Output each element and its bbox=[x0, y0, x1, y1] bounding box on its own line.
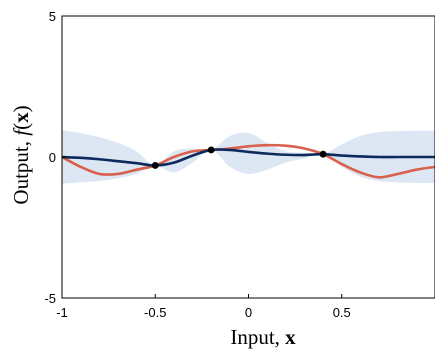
mean-series-line bbox=[61, 148, 435, 167]
x-tick-label: 0 bbox=[245, 305, 252, 320]
axis-ticks: -1 -0.5 0 0.5 -5 0 5 bbox=[44, 9, 350, 320]
observation-point bbox=[319, 150, 327, 158]
x-tick-label: 0.5 bbox=[333, 305, 351, 320]
y-tick-label: 0 bbox=[49, 150, 56, 165]
x-axis-label: Input, x bbox=[230, 325, 296, 349]
y-tick-label: 5 bbox=[49, 9, 56, 24]
observation-point bbox=[207, 146, 215, 154]
confidence-band bbox=[62, 130, 435, 184]
plot-area bbox=[61, 130, 435, 184]
sample-series-line bbox=[61, 143, 435, 179]
x-tick-label: -0.5 bbox=[144, 305, 166, 320]
observation-points bbox=[151, 146, 327, 169]
y-tick-label: -5 bbox=[44, 291, 56, 306]
x-tick-label: -1 bbox=[56, 305, 68, 320]
observation-point bbox=[151, 162, 159, 169]
y-axis-label: Output, f(x) bbox=[9, 105, 33, 204]
